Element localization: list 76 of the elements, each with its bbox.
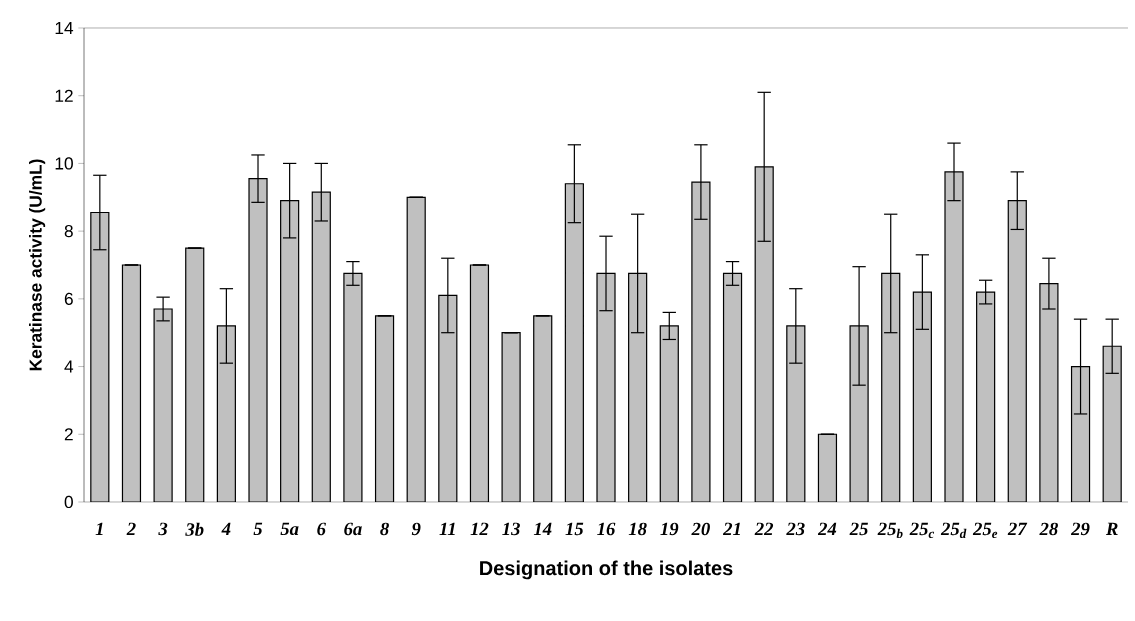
y-tick-label: 0 [64,495,73,509]
x-tick-label: 8 [380,522,389,536]
x-tick-label: 15 [565,522,584,536]
bar [121,264,142,502]
bar [881,272,901,502]
bar [754,166,774,502]
bar [1039,283,1059,502]
x-axis-title: Designation of the isolates [480,560,733,580]
bar [153,308,173,502]
x-tick-label: 3 [158,522,168,536]
bar [438,294,458,502]
bar [596,272,616,502]
x-tick-label: 13 [502,522,520,536]
x-tick-label: 6 [317,522,326,536]
y-tick-label: 12 [55,89,73,102]
bar [912,291,932,502]
bar [248,178,268,502]
x-tick-label: 14 [533,522,552,536]
bar [564,183,584,502]
y-tick-label: 8 [64,224,73,238]
x-tick-label: 5a [280,522,299,536]
bar [1102,345,1122,502]
bar [1007,200,1027,502]
x-tick-label: 18 [628,522,647,536]
y-axis-title: Keratinase activity (U/mL) [29,159,46,371]
bar [311,191,331,502]
bar [817,433,838,502]
bar [406,196,426,502]
x-tick-label: 20 [691,522,710,536]
x-tick-label: 5 [253,522,263,536]
x-tick-label: 28 [1039,522,1058,536]
x-tick-label: 9 [411,522,421,536]
x-tick-label: 25$_{b}$ [877,522,903,539]
x-tick-label: 4 [221,522,231,535]
y-tick-label: 14 [55,22,74,34]
x-tick-label: 12 [470,522,489,536]
x-tick-label: 2 [126,522,136,536]
x-tick-label: 27 [1007,522,1028,536]
bar [628,272,648,502]
x-tick-label: 25$_{e}$ [972,522,998,539]
x-tick-label: 29 [1070,522,1090,536]
bar [1070,365,1091,502]
bar [786,325,806,502]
bar [343,272,363,502]
x-tick-label: 1 [95,522,103,536]
x-tick-label: 11 [439,522,455,536]
y-tick-label: 4 [64,360,74,373]
x-tick-label: 23 [786,522,805,536]
bar [469,264,490,502]
x-tick-label: 6a [344,522,362,536]
x-tick-label: 25$_{d}$ [940,522,967,539]
x-tick-label: 3b [185,522,204,536]
bar [659,325,679,502]
x-tick-label: 24 [817,522,837,536]
y-tick-label: 2 [64,428,73,441]
bar [216,325,236,502]
x-tick-label: 16 [597,522,616,536]
bar [976,291,996,502]
bar [185,247,205,502]
bar [501,332,521,502]
x-tick-label: R [1105,522,1118,535]
bar [374,315,395,502]
x-tick-label: 22 [754,522,774,536]
y-tick-label: 6 [64,292,73,305]
x-tick-label: 21 [722,522,740,536]
bar [691,181,711,502]
bar [90,211,110,502]
x-tick-label: 25$_{c}$ [909,522,935,539]
x-tick-label: 25 [849,522,868,536]
y-tick-label: 10 [55,157,73,170]
bar [280,200,300,502]
bar [533,315,553,502]
x-tick-label: 19 [660,522,679,536]
bar [944,171,964,502]
bar [722,272,743,502]
bar [849,325,869,502]
